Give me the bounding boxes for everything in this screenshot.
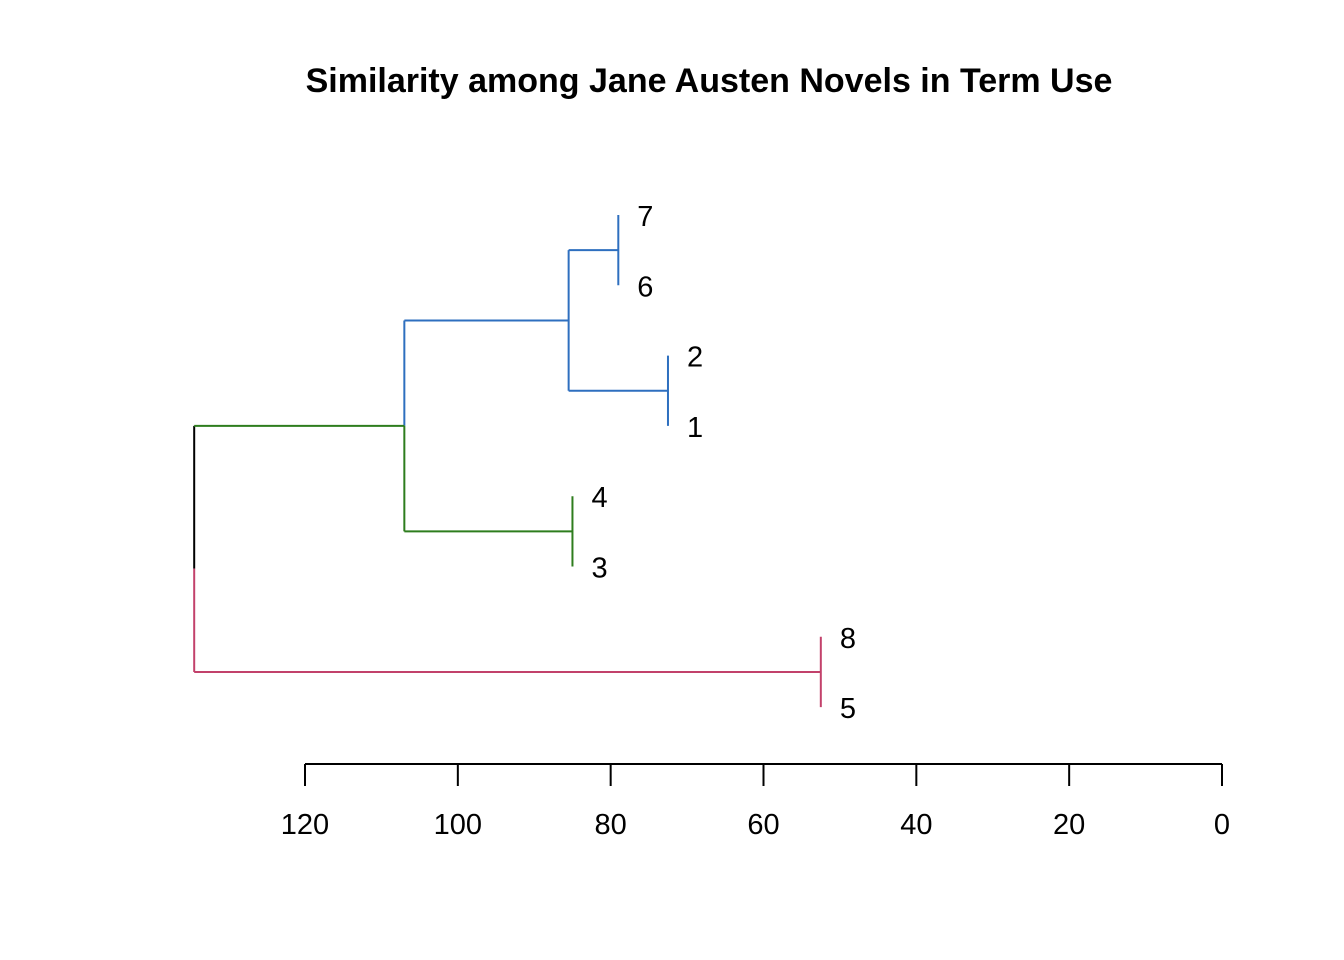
dendrogram-leaf-labels: 7 6 2 1 4 3 8 5 (591, 201, 855, 725)
x-tick-label-40: 40 (900, 809, 932, 841)
dendrogram-branches (193, 215, 822, 708)
x-tick-label-0: 0 (1214, 809, 1230, 841)
leaf-label-6: 6 (637, 271, 653, 303)
x-tick-label-60: 60 (747, 809, 779, 841)
x-tick-label-120: 120 (281, 809, 329, 841)
x-tick-label-80: 80 (595, 809, 627, 841)
leaf-label-1: 1 (687, 412, 703, 444)
x-tick-label-20: 20 (1053, 809, 1085, 841)
leaf-label-2: 2 (687, 342, 703, 374)
leaf-label-3: 3 (591, 553, 607, 585)
leaf-label-8: 8 (840, 623, 856, 655)
x-tick-label-100: 100 (434, 809, 482, 841)
leaf-label-7: 7 (637, 201, 653, 233)
leaf-label-4: 4 (591, 482, 607, 514)
x-axis: 120 100 80 60 40 20 0 (281, 763, 1230, 841)
leaf-label-5: 5 (840, 693, 856, 725)
chart-title: Similarity among Jane Austen Novels in T… (306, 62, 1113, 100)
